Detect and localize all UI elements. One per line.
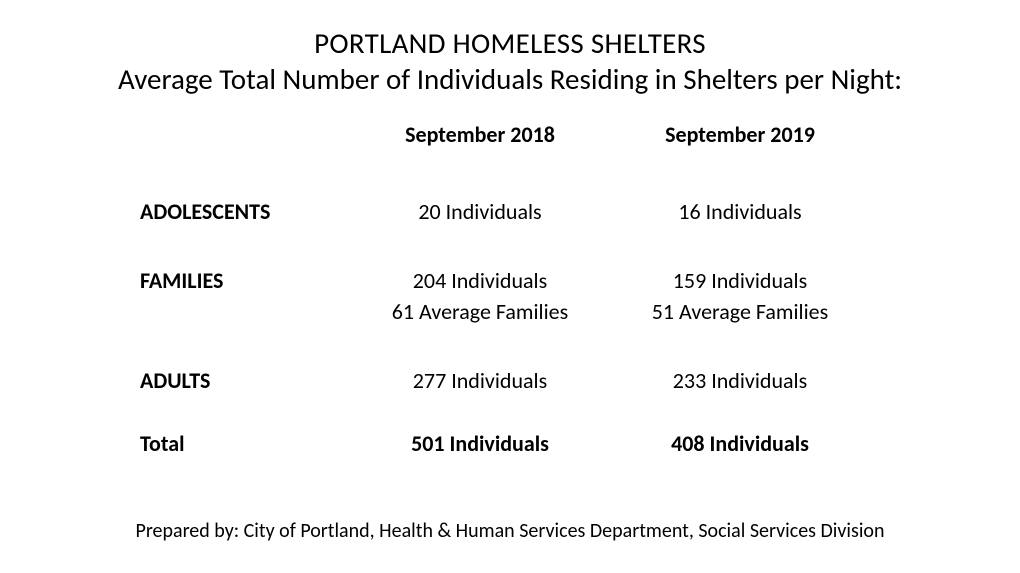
- label-total: Total: [130, 430, 350, 457]
- title-line-2: Average Total Number of Individuals Resi…: [0, 62, 1020, 97]
- families-2018-avg: 61 Average Families: [350, 298, 610, 325]
- row-total: Total 501 Individuals 408 Individuals: [130, 430, 890, 457]
- adults-2019: 233 Individuals: [610, 367, 870, 394]
- row-adolescents: ADOLESCENTS 20 Individuals 16 Individual…: [130, 198, 890, 225]
- adults-2018: 277 Individuals: [350, 367, 610, 394]
- col-header-2018: September 2018: [350, 121, 610, 156]
- footer-text: Prepared by: City of Portland, Health & …: [0, 519, 1020, 543]
- row-families-individuals: FAMILIES 204 Individuals 159 Individuals: [130, 267, 890, 294]
- label-adults: ADULTS: [130, 367, 350, 394]
- header-row: September 2018 September 2019: [130, 121, 890, 156]
- families-2019-avg: 51 Average Families: [610, 298, 870, 325]
- row-families-avg: 61 Average Families 51 Average Families: [130, 298, 890, 325]
- families-2018-individuals: 204 Individuals: [350, 267, 610, 294]
- adolescents-2019: 16 Individuals: [610, 198, 870, 225]
- col-header-2019: September 2019: [610, 121, 870, 156]
- label-families: FAMILIES: [130, 267, 350, 294]
- families-2019-individuals: 159 Individuals: [610, 267, 870, 294]
- page: PORTLAND HOMELESS SHELTERS Average Total…: [0, 0, 1020, 573]
- data-table: September 2018 September 2019 ADOLESCENT…: [130, 121, 890, 457]
- row-adults: ADULTS 277 Individuals 233 Individuals: [130, 367, 890, 394]
- label-adolescents: ADOLESCENTS: [130, 198, 350, 225]
- total-2018: 501 Individuals: [350, 430, 610, 457]
- adolescents-2018: 20 Individuals: [350, 198, 610, 225]
- total-2019: 408 Individuals: [610, 430, 870, 457]
- title-line-1: PORTLAND HOMELESS SHELTERS: [0, 28, 1020, 60]
